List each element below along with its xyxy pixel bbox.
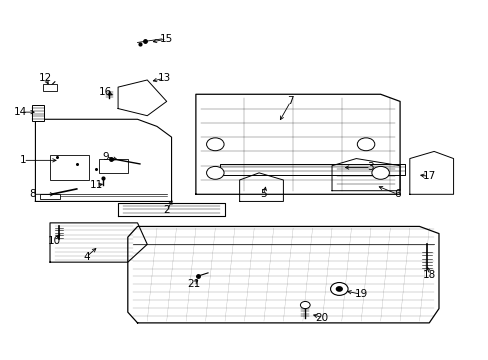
Polygon shape [196, 94, 399, 194]
Circle shape [357, 138, 374, 151]
Text: 8: 8 [30, 189, 36, 199]
Circle shape [336, 287, 342, 291]
Text: 12: 12 [39, 73, 52, 83]
Text: 3: 3 [367, 162, 373, 172]
Circle shape [206, 166, 224, 179]
Polygon shape [220, 164, 404, 175]
Bar [31, 105, 43, 121]
Circle shape [206, 138, 224, 151]
Polygon shape [331, 158, 399, 191]
Bar [50, 155, 89, 180]
Text: 9: 9 [102, 152, 109, 162]
Text: 7: 7 [287, 96, 293, 107]
Bar [40, 194, 60, 199]
Polygon shape [118, 80, 166, 116]
Text: 20: 20 [315, 312, 328, 323]
Bar [99, 158, 127, 173]
Polygon shape [118, 203, 224, 216]
Text: 1: 1 [20, 156, 26, 165]
Polygon shape [239, 173, 283, 202]
Text: 18: 18 [422, 270, 435, 280]
Text: 21: 21 [186, 279, 200, 289]
Text: 11: 11 [89, 180, 102, 190]
Circle shape [330, 283, 347, 296]
Text: 15: 15 [160, 34, 173, 44]
Circle shape [300, 301, 309, 309]
Bar [42, 84, 57, 91]
Text: 5: 5 [260, 189, 267, 199]
Polygon shape [50, 223, 147, 262]
Text: 19: 19 [354, 289, 367, 299]
Text: 6: 6 [393, 189, 400, 199]
Text: 16: 16 [99, 87, 112, 98]
Text: 4: 4 [83, 252, 90, 262]
Text: 14: 14 [14, 107, 27, 117]
Text: 2: 2 [163, 205, 170, 215]
Text: 13: 13 [157, 73, 170, 83]
Polygon shape [127, 226, 438, 323]
Circle shape [371, 166, 388, 179]
Polygon shape [409, 152, 453, 194]
Polygon shape [35, 119, 171, 202]
Text: 17: 17 [422, 171, 435, 181]
Text: 10: 10 [48, 236, 61, 246]
